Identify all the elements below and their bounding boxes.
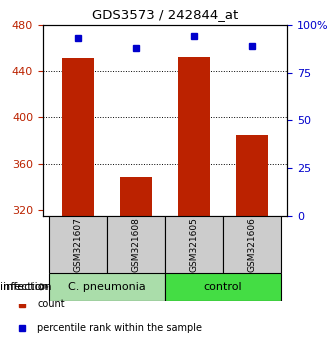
Text: C. pneumonia: C. pneumonia <box>68 282 146 292</box>
Bar <box>62 58 94 216</box>
Bar <box>49 273 165 301</box>
Bar <box>236 135 268 216</box>
Text: infection: infection <box>3 282 52 292</box>
Text: GSM321606: GSM321606 <box>248 217 257 272</box>
Bar <box>178 57 210 216</box>
Text: GSM321605: GSM321605 <box>189 217 199 272</box>
Bar <box>165 216 223 273</box>
Text: control: control <box>204 282 243 292</box>
Text: percentile rank within the sample: percentile rank within the sample <box>37 323 202 333</box>
Text: GSM321607: GSM321607 <box>73 217 82 272</box>
Title: GDS3573 / 242844_at: GDS3573 / 242844_at <box>92 8 238 21</box>
Text: infection: infection <box>0 282 49 292</box>
Text: GSM321608: GSM321608 <box>131 217 141 272</box>
Bar <box>120 177 152 216</box>
Bar <box>165 273 281 301</box>
Text: count: count <box>37 299 65 309</box>
Bar <box>49 216 107 273</box>
Bar <box>223 216 281 273</box>
Bar <box>107 216 165 273</box>
